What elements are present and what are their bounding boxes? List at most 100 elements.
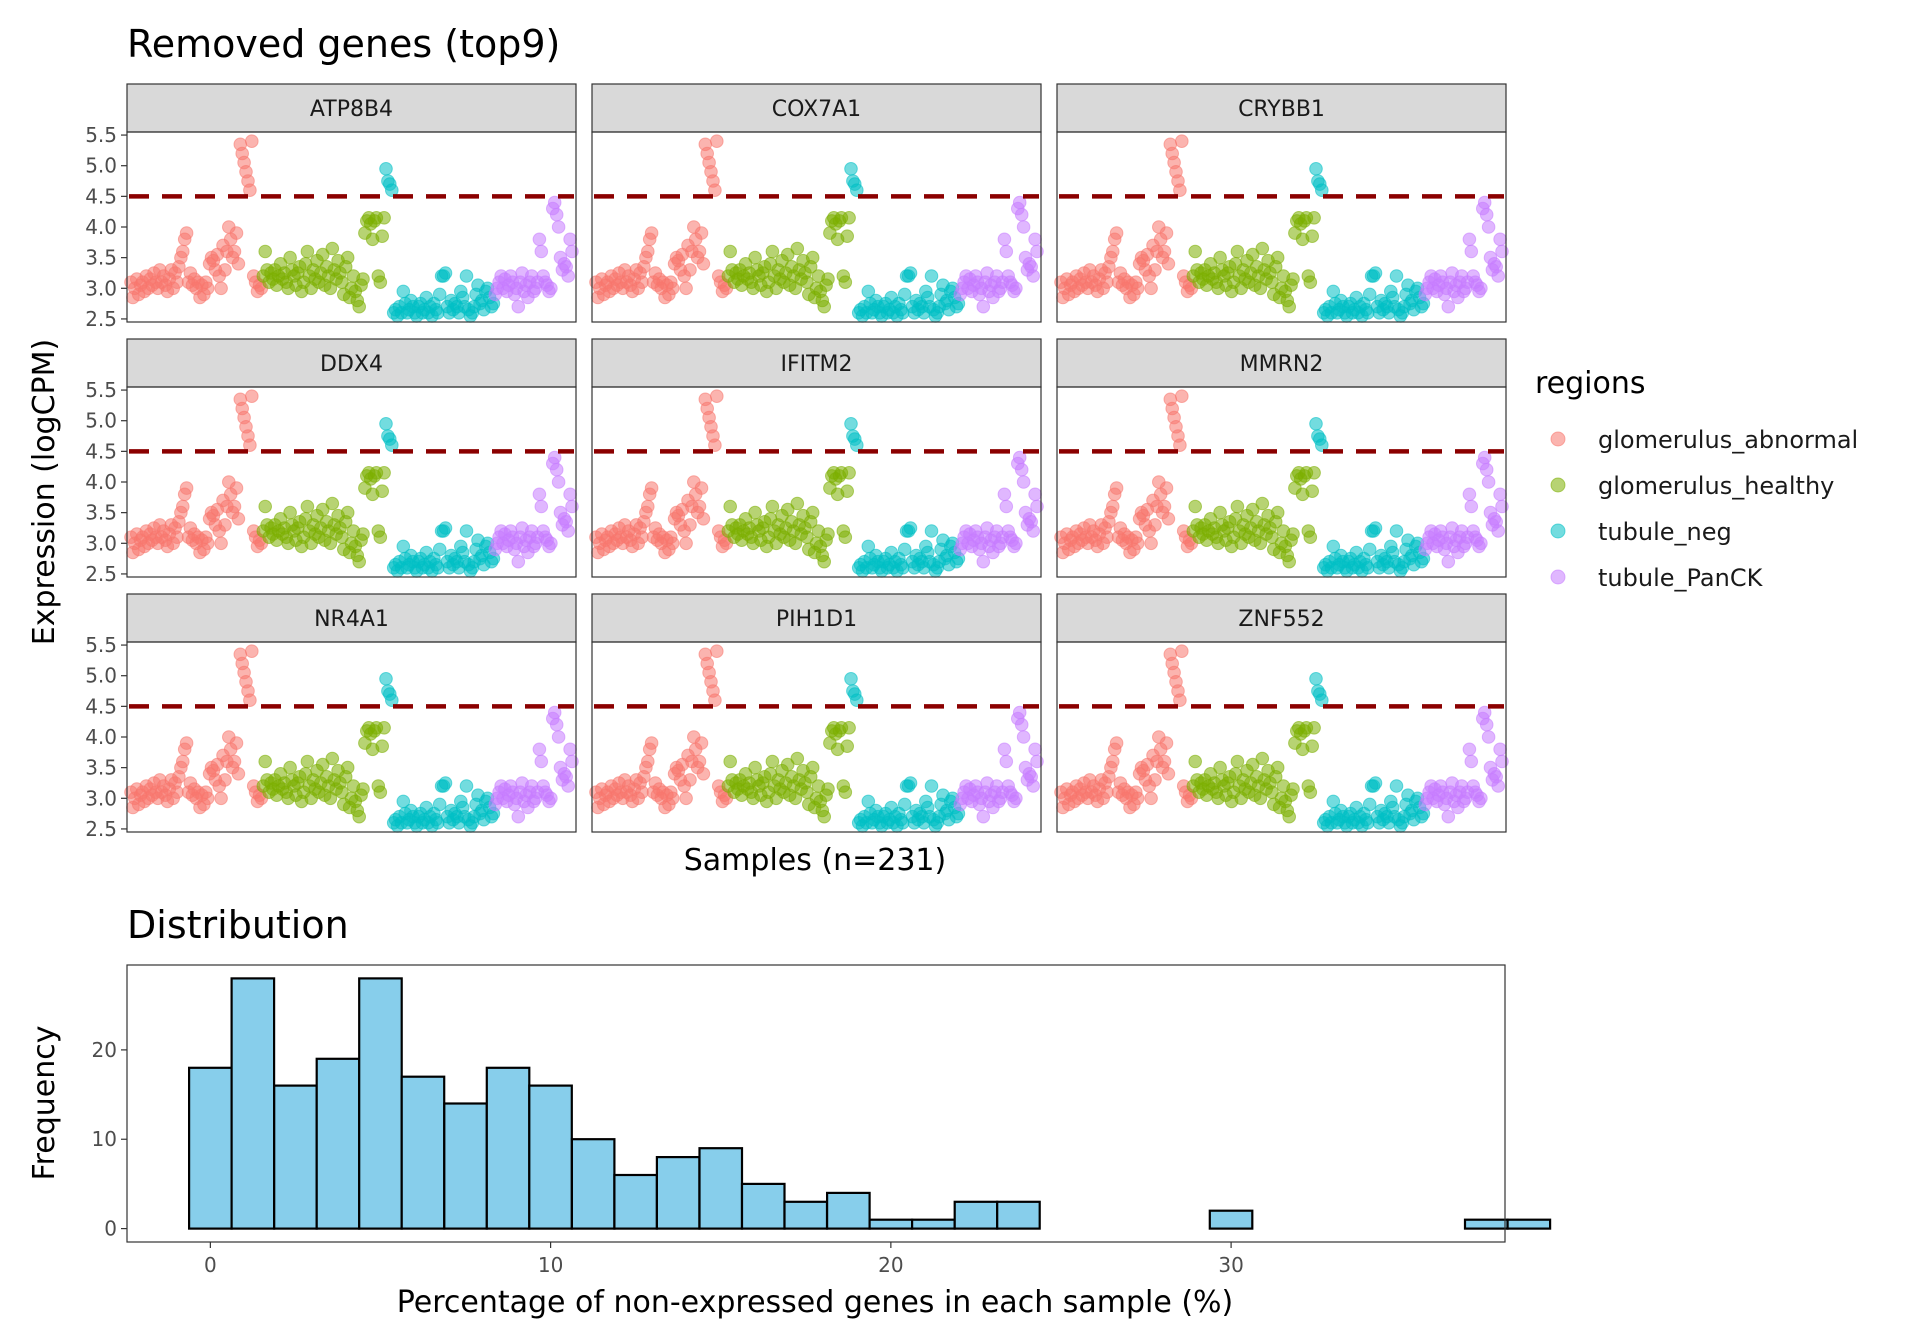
data-point xyxy=(377,466,391,480)
data-point xyxy=(1106,244,1120,259)
scatter-x-axis-title: Samples (n=231) xyxy=(684,843,946,878)
data-point xyxy=(1159,226,1174,240)
data-point xyxy=(665,791,680,806)
data-point xyxy=(1106,499,1120,514)
data-point xyxy=(1148,773,1162,787)
data-point xyxy=(1286,272,1300,286)
data-point xyxy=(245,644,259,659)
data-point xyxy=(997,742,1012,757)
data-point xyxy=(229,736,244,750)
data-point xyxy=(748,760,762,775)
facet-panel-cox7a1: COX7A1 xyxy=(589,83,1044,323)
data-point xyxy=(373,275,388,290)
data-point xyxy=(1368,776,1383,790)
data-point xyxy=(790,241,805,256)
y-tick-label: 5.0 xyxy=(85,154,117,178)
data-point xyxy=(438,266,453,280)
data-point xyxy=(897,797,912,812)
data-point xyxy=(1009,536,1023,551)
data-point xyxy=(549,462,564,477)
data-point xyxy=(375,739,390,754)
data-point xyxy=(385,438,399,453)
data-point xyxy=(377,211,391,225)
data-point xyxy=(432,797,447,812)
data-point xyxy=(1255,751,1270,766)
data-point xyxy=(924,269,939,283)
data-point xyxy=(532,742,547,757)
data-point xyxy=(635,785,649,800)
data-point xyxy=(551,730,566,744)
data-point xyxy=(903,776,918,790)
data-point xyxy=(561,779,576,793)
data-point xyxy=(1303,785,1318,800)
data-point xyxy=(897,542,912,557)
data-point xyxy=(1030,499,1044,514)
data-point xyxy=(1462,487,1477,502)
x-tick-label: 0 xyxy=(204,1253,217,1277)
data-point xyxy=(214,791,228,806)
data-point xyxy=(438,521,453,535)
data-point xyxy=(1305,484,1319,499)
data-point xyxy=(379,162,393,176)
data-point xyxy=(1130,536,1145,551)
data-point xyxy=(976,554,991,569)
data-point xyxy=(1159,481,1174,495)
data-point xyxy=(1474,536,1488,551)
data-point xyxy=(1495,499,1509,514)
data-point xyxy=(780,502,795,517)
data-point xyxy=(1368,521,1383,535)
data-point xyxy=(544,536,558,551)
data-point xyxy=(1028,232,1042,247)
data-point xyxy=(352,554,367,569)
strip-background xyxy=(126,83,577,133)
data-point xyxy=(1255,241,1270,256)
legend-item: glomerulus_healthy xyxy=(1550,472,1834,500)
histogram-title: Distribution xyxy=(127,903,349,947)
data-point xyxy=(258,244,273,259)
data-point xyxy=(356,527,370,541)
data-point xyxy=(1495,244,1509,259)
data-point xyxy=(170,785,184,800)
data-point xyxy=(1173,438,1187,453)
data-point xyxy=(459,524,474,538)
data-point xyxy=(227,754,242,769)
data-point xyxy=(1009,791,1023,806)
data-point xyxy=(179,226,194,240)
data-point xyxy=(840,484,855,499)
histogram-bar xyxy=(655,1155,701,1230)
data-point xyxy=(325,751,340,766)
data-point xyxy=(1109,226,1124,240)
strip-label: PIH1D1 xyxy=(776,607,857,632)
data-point xyxy=(1286,782,1300,796)
y-tick-label: 4.5 xyxy=(85,694,117,718)
histogram-bar xyxy=(1208,1209,1254,1230)
data-point xyxy=(683,773,697,787)
data-point xyxy=(231,767,246,781)
data-point xyxy=(844,672,858,686)
data-point xyxy=(300,244,315,259)
data-point xyxy=(708,438,722,453)
data-point xyxy=(1230,754,1245,769)
data-point xyxy=(1255,496,1270,511)
strip-background xyxy=(126,338,577,388)
data-point xyxy=(565,754,579,769)
histogram-bar xyxy=(485,1066,531,1230)
legend-item: glomerulus_abnormal xyxy=(1550,426,1858,454)
legend-title: regions xyxy=(1535,366,1646,401)
histogram-bar xyxy=(740,1182,786,1230)
legend-label: glomerulus_abnormal xyxy=(1598,426,1858,454)
data-point xyxy=(1014,462,1029,477)
data-point xyxy=(243,693,257,708)
data-point xyxy=(544,281,558,296)
data-point xyxy=(200,281,215,296)
data-point xyxy=(679,536,693,551)
y-tick-label: 0 xyxy=(104,1217,117,1241)
scatter-y-axis-title: Expression (logCPM) xyxy=(27,339,62,645)
data-point xyxy=(340,760,355,775)
histogram-bar xyxy=(443,1102,488,1230)
data-point xyxy=(258,499,273,514)
panel-border xyxy=(1056,131,1507,323)
y-tick-label: 3.5 xyxy=(85,756,117,780)
data-point xyxy=(1188,499,1202,514)
data-point xyxy=(842,721,856,735)
